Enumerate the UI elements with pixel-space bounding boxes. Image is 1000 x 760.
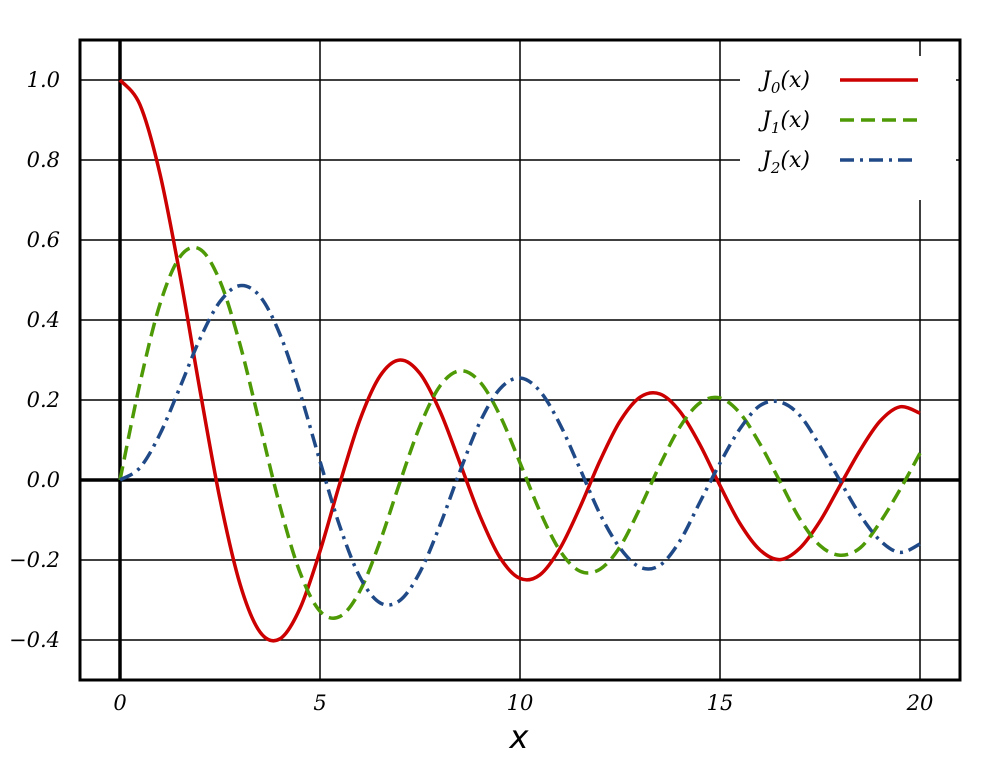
legend-label-j1: J1(x) bbox=[758, 108, 810, 137]
y-tick-label-7: 1.0 bbox=[27, 68, 60, 92]
y-tick-label-2: 0.0 bbox=[27, 468, 60, 492]
series-layer bbox=[118, 78, 922, 643]
series-line-j1 bbox=[118, 245, 922, 620]
x-tick-label-3: 15 bbox=[707, 691, 734, 715]
y-tick-label-1: −0.2 bbox=[9, 548, 60, 572]
y-tick-label-3: 0.2 bbox=[27, 388, 60, 412]
y-tick-labels: −0.4 −0.2 0.0 0.2 0.4 0.6 0.8 1.0 bbox=[9, 68, 60, 652]
series-line-j2 bbox=[119, 283, 921, 607]
y-tick-label-0: −0.4 bbox=[9, 628, 60, 652]
x-axis-title: x bbox=[509, 718, 530, 756]
x-tick-label-2: 10 bbox=[507, 691, 534, 715]
zero-axes bbox=[80, 40, 960, 680]
y-tick-label-4: 0.4 bbox=[27, 308, 60, 332]
y-tick-label-5: 0.6 bbox=[27, 228, 60, 252]
x-tick-label-4: 20 bbox=[906, 691, 934, 715]
legend-label-j0: J0(x) bbox=[758, 68, 810, 97]
legend: J0(x) J1(x) J2(x) bbox=[740, 56, 956, 200]
legend-label-j2: J2(x) bbox=[758, 148, 810, 177]
x-tick-label-0: 0 bbox=[113, 691, 126, 715]
plot-frame bbox=[78, 38, 962, 682]
x-tick-labels: 0 5 10 15 20 bbox=[113, 691, 933, 715]
x-tick-label-1: 5 bbox=[313, 691, 326, 715]
y-tick-label-6: 0.8 bbox=[27, 148, 60, 172]
series-line-j0 bbox=[118, 78, 921, 643]
